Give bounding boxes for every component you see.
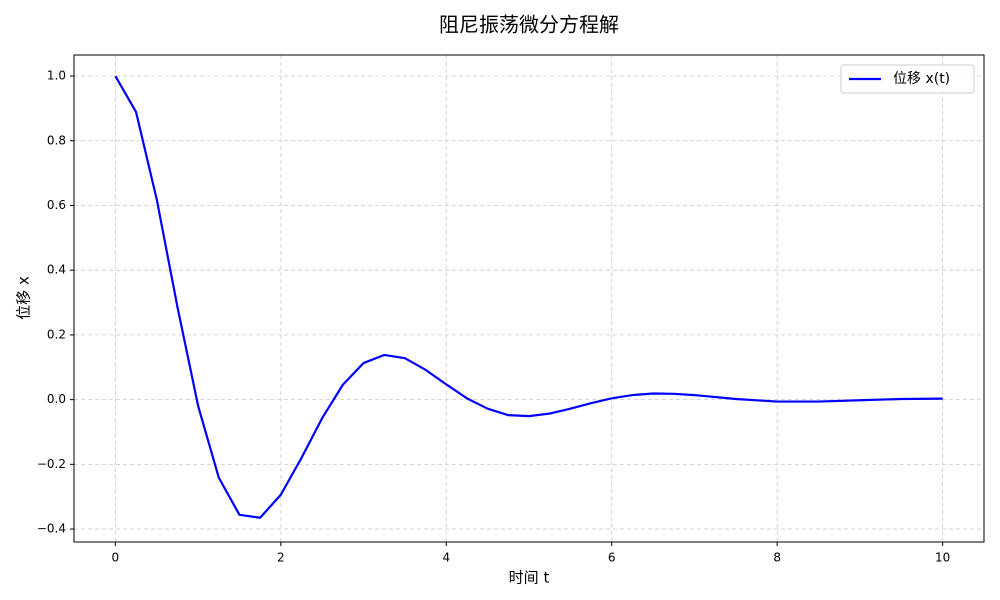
y-tick-label: 1.0 (47, 69, 66, 83)
x-axis-label: 时间 t (509, 569, 550, 587)
plot-frame (73, 54, 985, 543)
data-line (114, 75, 943, 519)
y-axis-label: 位移 x (15, 276, 33, 320)
x-tick-label: 2 (277, 551, 285, 565)
legend-box (840, 64, 975, 94)
chart-title: 阻尼振荡微分方程解 (439, 13, 619, 37)
x-tick-label: 4 (442, 551, 450, 565)
y-tick-label: 0.0 (47, 392, 66, 406)
y-tick-label: −0.4 (37, 522, 66, 536)
x-tick-label: 0 (112, 551, 120, 565)
x-tick-label: 6 (608, 551, 616, 565)
y-tick-label: 0.8 (47, 133, 66, 147)
y-tick-label: 0.4 (47, 263, 66, 277)
legend-label: 位移 x(t) (893, 71, 950, 87)
legend: 位移 x(t) (840, 64, 975, 94)
x-tick-label: 8 (773, 551, 781, 565)
x-tick-label: 10 (935, 551, 950, 565)
y-tick-label: 0.2 (47, 327, 66, 341)
y-tick-label: −0.2 (37, 457, 66, 471)
y-tick-label: 0.6 (47, 198, 66, 212)
